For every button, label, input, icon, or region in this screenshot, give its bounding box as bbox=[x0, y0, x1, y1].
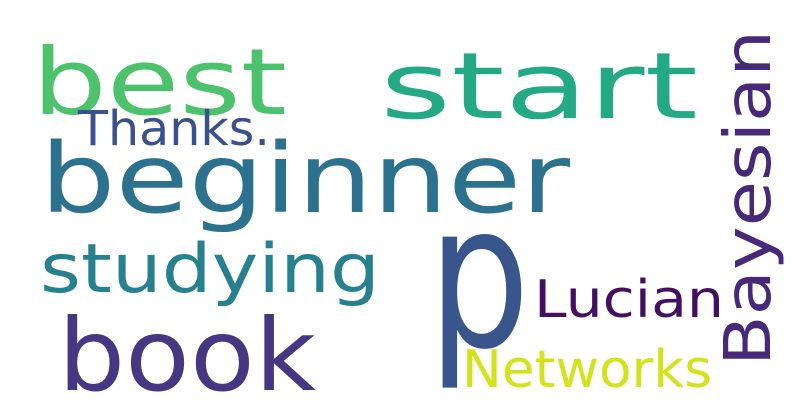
word-p: p bbox=[428, 161, 530, 394]
word-lucian: Lucian bbox=[534, 270, 724, 330]
word-studying: studying bbox=[40, 230, 380, 309]
word-book: book bbox=[58, 297, 316, 400]
word-thanks: Thanks. bbox=[77, 101, 270, 157]
word-beginner: beginner bbox=[40, 123, 571, 235]
word-networks: Networks bbox=[462, 340, 712, 400]
word-best: best bbox=[32, 29, 287, 136]
word-bayesian: Bayesian bbox=[712, 30, 786, 366]
word-start: start bbox=[380, 33, 698, 140]
